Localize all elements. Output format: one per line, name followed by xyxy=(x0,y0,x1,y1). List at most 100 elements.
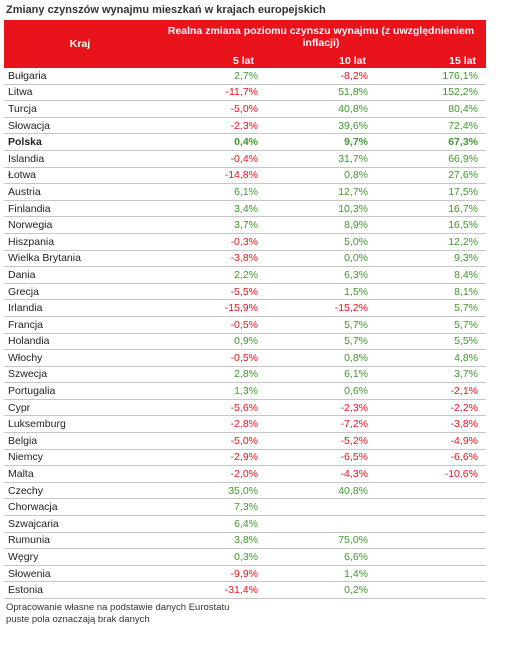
value-cell-10-years: 12,7% xyxy=(266,183,376,201)
table-row: Malta -2,0% -4,3% -10,6% xyxy=(4,465,486,483)
value-cell-15-years: -2,1% xyxy=(376,382,486,400)
country-cell: Francja xyxy=(4,316,156,334)
value-cell-10-years: -5,2% xyxy=(266,432,376,450)
value-cell-10-years xyxy=(266,498,376,517)
table-row: Włochy -0,5% 0,8% 4,8% xyxy=(4,349,486,367)
table-row: Szwecja 2,8% 6,1% 3,7% xyxy=(4,366,486,384)
value-cell-5-years: -9,9% xyxy=(156,565,266,583)
value-cell-15-years: 4,8% xyxy=(376,349,486,367)
table-row: Węgry 0,3% 6,6% xyxy=(4,548,486,566)
value-cell-10-years: 9,7% xyxy=(266,133,376,151)
value-cell-15-years: 8,4% xyxy=(376,266,486,284)
value-cell-10-years: -15,2% xyxy=(266,299,376,317)
value-cell-15-years: 5,7% xyxy=(376,316,486,334)
value-cell-5-years: -2,8% xyxy=(156,415,266,434)
country-cell: Słowacja xyxy=(4,117,156,135)
country-cell: Norwegia xyxy=(4,216,156,234)
country-cell: Litwa xyxy=(4,84,156,102)
country-cell: Holandia xyxy=(4,333,156,351)
value-cell-5-years: 6,1% xyxy=(156,183,266,201)
table-row: Irlandia -15,9% -15,2% 5,7% xyxy=(4,299,486,317)
value-cell-15-years: 9,3% xyxy=(376,250,486,268)
value-cell-5-years: 3,7% xyxy=(156,216,266,234)
value-cell-5-years: 0,3% xyxy=(156,548,266,566)
table-row: Norwegia 3,7% 8,9% 16,5% xyxy=(4,216,486,234)
value-cell-10-years: 6,6% xyxy=(266,548,376,566)
header-country: Kraj xyxy=(4,20,156,68)
value-cell-10-years: 5,7% xyxy=(266,333,376,351)
country-cell: Irlandia xyxy=(4,299,156,317)
country-cell: Dania xyxy=(4,266,156,284)
country-cell: Szwecja xyxy=(4,366,156,384)
table-row: Hiszpania -0,3% 5,0% 12,2% xyxy=(4,233,486,251)
footnote: Opracowanie własne na podstawie danych E… xyxy=(6,602,229,626)
value-cell-15-years: -3,8% xyxy=(376,415,486,434)
value-cell-5-years: 1,3% xyxy=(156,382,266,400)
value-cell-10-years: -8,2% xyxy=(266,68,376,85)
value-cell-10-years: 5,7% xyxy=(266,316,376,334)
value-cell-15-years: 3,7% xyxy=(376,366,486,384)
country-cell: Estonia xyxy=(4,581,156,599)
value-cell-5-years: 3,4% xyxy=(156,200,266,218)
country-cell: Belgia xyxy=(4,432,156,450)
value-cell-15-years: 5,5% xyxy=(376,333,486,351)
value-cell-15-years: -10,6% xyxy=(376,465,486,483)
header-10-years: 10 lat xyxy=(266,54,376,68)
country-cell: Wielka Brytania xyxy=(4,250,156,268)
country-cell: Rumunia xyxy=(4,532,156,550)
table-row: Grecja -5,5% 1,5% 8,1% xyxy=(4,283,486,301)
country-cell: Grecja xyxy=(4,283,156,301)
table-row: Czechy 35,0% 40,8% xyxy=(4,482,486,500)
value-cell-5-years: 3,8% xyxy=(156,532,266,550)
country-cell: Czechy xyxy=(4,482,156,500)
value-cell-15-years xyxy=(376,532,486,550)
table-row: Słowacja -2,3% 39,6% 72,4% xyxy=(4,117,486,135)
value-cell-10-years: 0,6% xyxy=(266,382,376,400)
value-cell-5-years: 2,2% xyxy=(156,266,266,284)
table-row: Estonia -31,4% 0,2% xyxy=(4,581,486,599)
value-cell-10-years: 0,2% xyxy=(266,581,376,599)
value-cell-15-years: 80,4% xyxy=(376,100,486,118)
country-cell: Słowenia xyxy=(4,565,156,583)
value-cell-15-years: 5,7% xyxy=(376,299,486,317)
value-cell-10-years: 6,3% xyxy=(266,266,376,284)
value-cell-10-years: -2,3% xyxy=(266,399,376,417)
value-cell-15-years xyxy=(376,515,486,533)
country-cell: Niemcy xyxy=(4,449,156,467)
value-cell-15-years: 27,6% xyxy=(376,167,486,185)
country-cell: Szwajcaria xyxy=(4,515,156,533)
value-cell-15-years: 16,5% xyxy=(376,216,486,234)
value-cell-5-years: -0,4% xyxy=(156,150,266,168)
value-cell-15-years xyxy=(376,581,486,599)
country-cell: Włochy xyxy=(4,349,156,367)
table-row: Dania 2,2% 6,3% 8,4% xyxy=(4,266,486,284)
table-row: Szwajcaria 6,4% xyxy=(4,515,486,533)
footnote-source: Opracowanie własne na podstawie danych E… xyxy=(6,602,230,613)
table-row: Portugalia 1,3% 0,6% -2,1% xyxy=(4,382,486,400)
country-cell: Polska xyxy=(4,133,156,151)
table-row: Litwa -11,7% 51,8% 152,2% xyxy=(4,84,486,102)
value-cell-10-years: 31,7% xyxy=(266,150,376,168)
country-cell: Portugalia xyxy=(4,382,156,400)
table-header: Kraj Realna zmiana poziomu czynszu wynaj… xyxy=(4,20,486,68)
country-cell: Bułgaria xyxy=(4,68,156,85)
table-title: Zmiany czynszów wynajmu mieszkań w kraja… xyxy=(6,4,326,16)
footnote-missing-data: puste pola oznaczają brak danych xyxy=(6,614,150,625)
value-cell-5-years: -0,5% xyxy=(156,316,266,334)
table-row: Belgia -5,0% -5,2% -4,9% xyxy=(4,432,486,450)
country-cell: Węgry xyxy=(4,548,156,566)
country-cell: Luksemburg xyxy=(4,415,156,434)
value-cell-5-years: -2,9% xyxy=(156,449,266,467)
value-cell-10-years: 10,3% xyxy=(266,200,376,218)
value-cell-15-years: 66,9% xyxy=(376,150,486,168)
country-cell: Chorwacja xyxy=(4,498,156,517)
header-5-years: 5 lat xyxy=(156,54,266,68)
value-cell-15-years: 8,1% xyxy=(376,283,486,301)
country-cell: Cypr xyxy=(4,399,156,417)
table-row: Niemcy -2,9% -6,5% -6,6% xyxy=(4,449,486,467)
table-row: Holandia 0,9% 5,7% 5,5% xyxy=(4,333,486,351)
table-row: Luksemburg -2,8% -7,2% -3,8% xyxy=(4,415,486,434)
value-cell-15-years: 17,5% xyxy=(376,183,486,201)
value-cell-15-years xyxy=(376,548,486,566)
value-cell-15-years: -2,2% xyxy=(376,399,486,417)
